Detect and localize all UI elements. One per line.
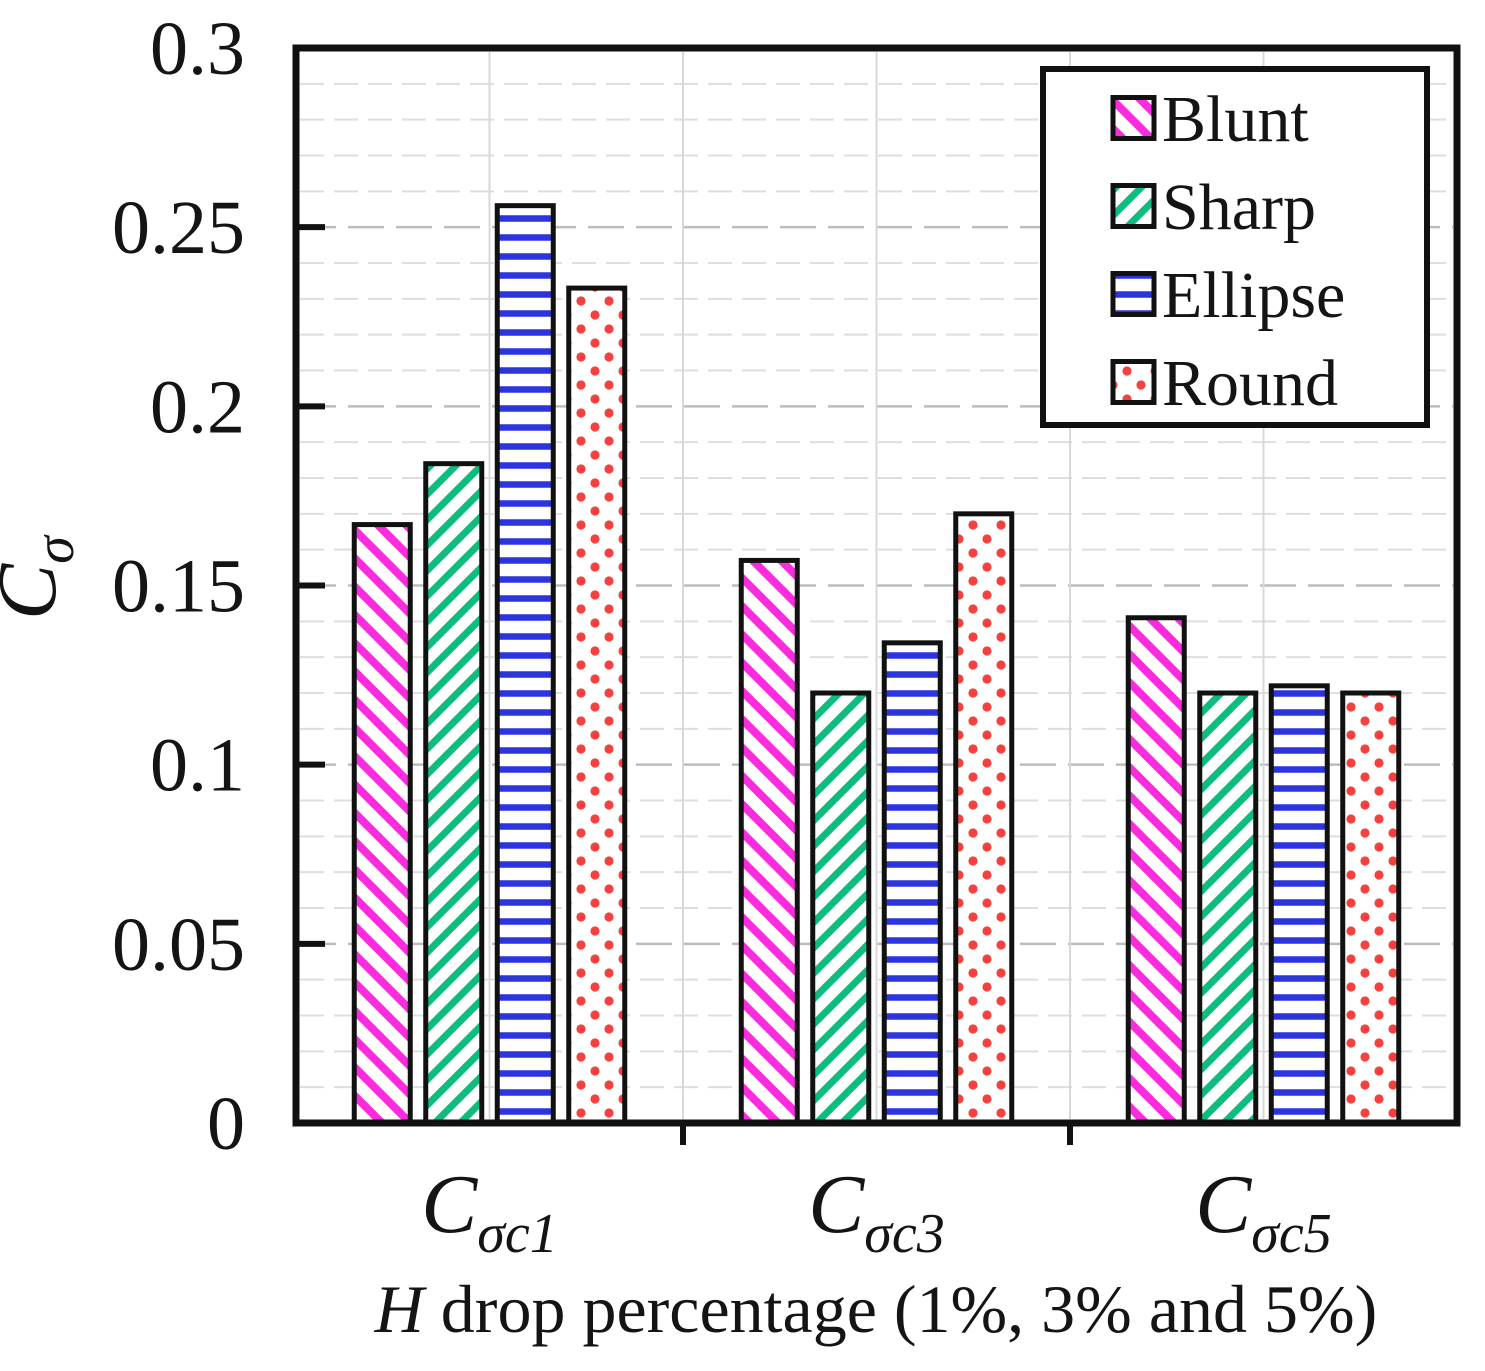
x-category-label-σc5: Cσc5	[1195, 1158, 1332, 1265]
bar-round-σc3	[953, 511, 1015, 1126]
x-category-label-σc3: Cσc3	[808, 1158, 945, 1265]
category-subscript: σc5	[1251, 1203, 1331, 1265]
legend-swatch-ellipse	[1110, 271, 1157, 317]
category-subscript: σc1	[477, 1203, 557, 1265]
legend-label-ellipse: Ellipse	[1162, 259, 1345, 332]
y-tick-label-0.25: 0.25	[112, 186, 245, 270]
bar-blunt-σc1	[351, 522, 413, 1126]
bar-ellipse-σc3	[881, 640, 943, 1126]
legend-swatch-round	[1110, 359, 1157, 405]
y-tick-label-0.2: 0.2	[150, 365, 245, 449]
legend-label-round: Round	[1162, 347, 1338, 420]
bar-blunt-σc5	[1125, 615, 1187, 1126]
gridlines	[300, 52, 1453, 1119]
category-base: C	[1195, 1158, 1252, 1251]
bar-sharp-σc5	[1197, 690, 1259, 1126]
bar-round-σc1	[566, 285, 628, 1126]
bar-ellipse-σc1	[494, 203, 556, 1126]
y-tick-label-0.05: 0.05	[112, 903, 245, 987]
legend-label-sharp: Sharp	[1162, 171, 1316, 244]
axes	[292, 44, 1461, 1145]
category-base: C	[421, 1158, 478, 1251]
bar-round-σc5	[1340, 690, 1402, 1126]
legend-label-blunt: Blunt	[1162, 83, 1309, 156]
axis-labels: H drop percentage (1%, 3% and 5%) Cσ 0 0.…	[0, 7, 1377, 1347]
legend-swatch-sharp	[1110, 183, 1157, 229]
y-axis-title: Cσ	[0, 534, 86, 620]
y-tick-label-0.15: 0.15	[112, 545, 245, 629]
y-axis-title-base: C	[0, 563, 74, 620]
x-axis-title: H drop percentage (1%, 3% and 5%)	[374, 1271, 1378, 1347]
plot-border	[292, 44, 1461, 1127]
y-tick-label-0.3: 0.3	[150, 7, 245, 91]
y-axis-title-sub: σ	[24, 534, 86, 564]
legend-box	[1040, 66, 1430, 428]
category-base: C	[808, 1158, 865, 1251]
x-axis-title-rest: drop percentage (1%, 3% and 5%)	[424, 1271, 1378, 1347]
x-axis-title-italic: H	[374, 1271, 428, 1347]
x-category-label-σc1: Cσc1	[421, 1158, 558, 1265]
bar-sharp-σc1	[423, 461, 485, 1126]
legend-swatch-blunt	[1110, 95, 1157, 141]
category-subscript: σc3	[864, 1203, 944, 1265]
legend: Blunt Sharp Ellipse Round	[1040, 66, 1430, 428]
bar-sharp-σc3	[810, 690, 872, 1126]
y-tick-label-0: 0	[207, 1082, 245, 1166]
y-tick-label-0.1: 0.1	[150, 724, 245, 808]
bar-blunt-σc3	[738, 557, 800, 1126]
bar-ellipse-σc5	[1268, 683, 1330, 1126]
